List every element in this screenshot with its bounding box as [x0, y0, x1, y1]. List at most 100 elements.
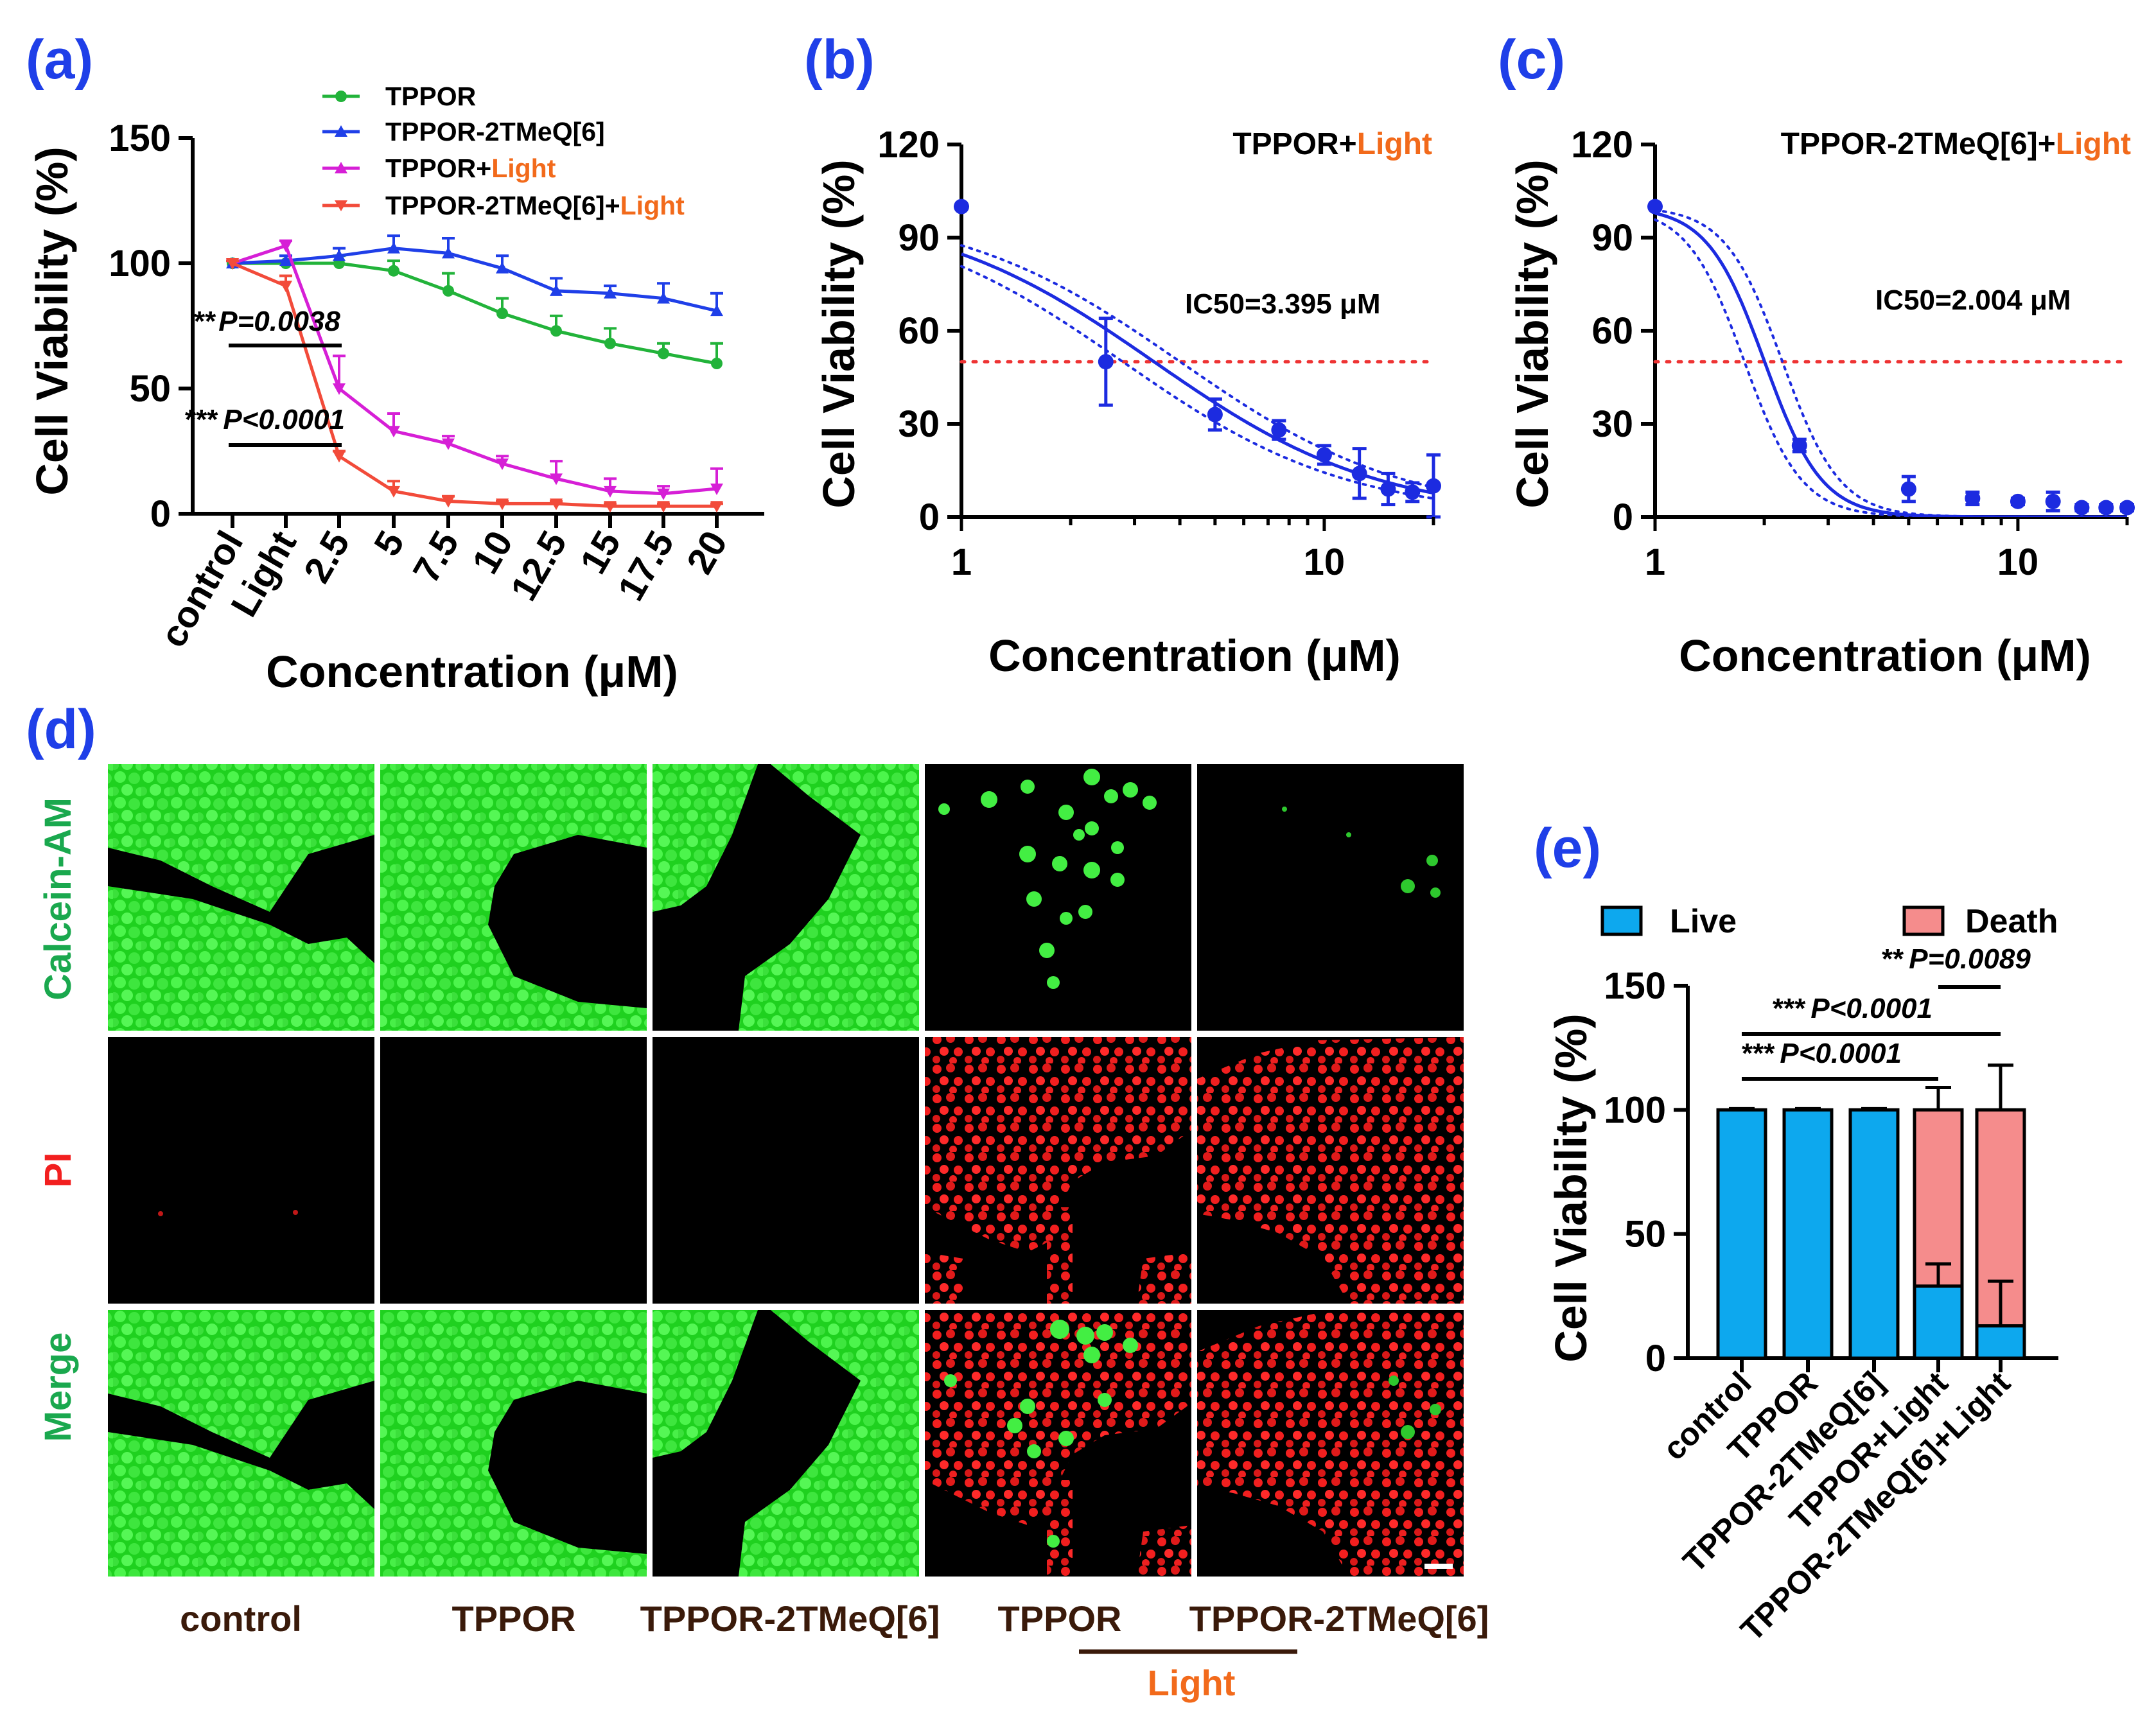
y-tick-label: 100 — [1604, 1089, 1666, 1131]
row-label-merge: Merge — [37, 1332, 79, 1442]
fit-confidence-upper — [1654, 209, 2128, 517]
data-point — [710, 501, 723, 513]
data-point — [2010, 493, 2026, 509]
column-label-tppor-2tmeq-light: TPPOR-2TMeQ[6] — [1189, 1598, 1489, 1639]
data-point — [1380, 481, 1396, 497]
image-pi-tppor — [380, 1037, 647, 1304]
y-tick-label: 0 — [150, 493, 171, 535]
chart-e-legend: Live Death — [1600, 903, 2058, 940]
panel-label-c: (c) — [1498, 29, 1565, 91]
y-tick-label: 30 — [1591, 403, 1633, 445]
column-label-tppor-2tmeq: TPPOR-2TMeQ[6] — [640, 1598, 940, 1639]
chart-c-xlabel: Concentration (μM) — [1679, 631, 2091, 681]
y-tick-label: 120 — [1571, 124, 1633, 166]
y-tick-label: 60 — [898, 310, 940, 352]
data-point — [2074, 500, 2090, 516]
data-point — [550, 284, 563, 296]
data-point — [442, 496, 455, 508]
image-merge-tppor-2tmeq — [653, 1310, 919, 1577]
series-line — [232, 247, 717, 313]
chart-c-title: TPPOR-2TMeQ[6]+Light — [1781, 127, 2131, 161]
data-point — [496, 459, 509, 470]
x-tick-label: 10 — [1997, 541, 2039, 583]
y-tick-label: 150 — [1604, 965, 1666, 1007]
row-pi — [108, 1037, 1464, 1304]
bar-live — [1782, 1108, 1834, 1360]
data-point — [496, 261, 509, 274]
x-tick-label: 17.5 — [610, 524, 683, 607]
data-point — [496, 308, 508, 319]
sig-annotation-3: *** P<0.0001 — [1742, 1038, 1902, 1069]
chart-c: 0 30 60 90 120 1 10 Cell Viability (%) Concent… — [1507, 124, 2135, 681]
x-tick-label: 10 — [1304, 541, 1345, 583]
data-point — [387, 241, 400, 254]
chart-a-significance: **P=0.0038 *** P<0.0001 — [185, 306, 345, 447]
column-label-tppor: TPPOR — [452, 1598, 576, 1639]
chart-a-y-ticks: 0 50 100 150 — [109, 118, 193, 535]
legend-item-tppor-light: TPPOR+Light — [322, 153, 556, 183]
data-point — [2045, 493, 2061, 509]
image-pi-control — [108, 1037, 374, 1304]
legend-marker-circle — [335, 91, 347, 102]
x-tick-label: 12.5 — [503, 524, 575, 607]
legend-swatch-death — [1902, 905, 1945, 936]
data-point — [333, 451, 346, 463]
data-point — [1426, 478, 1441, 494]
y-tick-label: 60 — [1591, 310, 1633, 352]
chart-b: 0 30 60 90 120 1 10 Cell Viability (%) Concent… — [814, 124, 1441, 681]
bar-live — [1848, 1108, 1900, 1360]
data-point — [1405, 484, 1421, 500]
x-tick-label: 1 — [1645, 541, 1665, 583]
data-point — [2119, 500, 2135, 516]
legend-marker-triangle — [335, 162, 347, 173]
fit-confidence-lower — [960, 265, 1435, 500]
legend-label: TPPOR — [385, 82, 476, 111]
light-label: Light — [1148, 1663, 1236, 1703]
panel-label-b: (b) — [804, 29, 875, 91]
image-calcein-control — [108, 764, 374, 1031]
row-merge — [108, 1310, 1464, 1577]
panel-label-d: (d) — [26, 699, 96, 760]
data-point — [279, 240, 292, 252]
series-line — [232, 261, 717, 508]
y-tick-label: 90 — [1591, 217, 1633, 259]
y-tick-label: 0 — [1613, 496, 1633, 538]
data-point — [1791, 437, 1807, 453]
data-point — [387, 485, 400, 498]
data-point — [443, 284, 454, 297]
y-tick-label: 30 — [898, 403, 940, 445]
chart-c-axes — [1653, 144, 2127, 519]
y-tick-label: 0 — [919, 496, 940, 538]
data-point — [954, 198, 969, 214]
chart-c-points — [1647, 198, 2135, 516]
image-calcein-tppor-2tmeq-light — [1197, 764, 1464, 1031]
legend-label-death: Death — [1965, 903, 2058, 940]
data-point — [442, 438, 455, 450]
data-point — [442, 247, 455, 259]
legend-label: TPPOR-2TMeQ[6]+Light — [385, 191, 685, 220]
chart-e-significance: ** P=0.0089 *** P<0.0001 *** P<0.0001 — [1742, 943, 2031, 1081]
panel-label-a: (a) — [26, 29, 93, 91]
sig-annotation-1: ** P=0.0089 — [1882, 943, 2031, 975]
chart-a-xlabel: Concentration (μM) — [266, 647, 678, 697]
y-tick-label: 120 — [877, 124, 940, 166]
panel-label-e: (e) — [1534, 817, 1601, 879]
data-point — [1098, 354, 1114, 370]
sig-annotation-1: **P=0.0038 — [194, 306, 340, 337]
chart-a-axes — [191, 138, 764, 516]
chart-c-fit — [1653, 209, 2129, 517]
chart-e: 050100150controlTPPORTPPOR-2TMeQ[6]TPPOR… — [1546, 903, 2058, 1648]
bar-live — [1975, 1324, 2026, 1360]
data-point — [1316, 447, 1332, 463]
data-point — [710, 304, 723, 317]
data-point — [279, 281, 292, 293]
chart-c-ic50: IC50=2.004 μM — [1875, 284, 2071, 316]
data-point — [1207, 406, 1223, 423]
legend-marker-triangle-down — [335, 200, 347, 211]
series-line — [232, 243, 717, 496]
data-point — [1965, 491, 1981, 506]
column-label-control: control — [180, 1598, 302, 1639]
fit-curve — [1654, 211, 2127, 517]
data-point — [657, 488, 670, 500]
x-tick-label: 1 — [951, 541, 972, 583]
